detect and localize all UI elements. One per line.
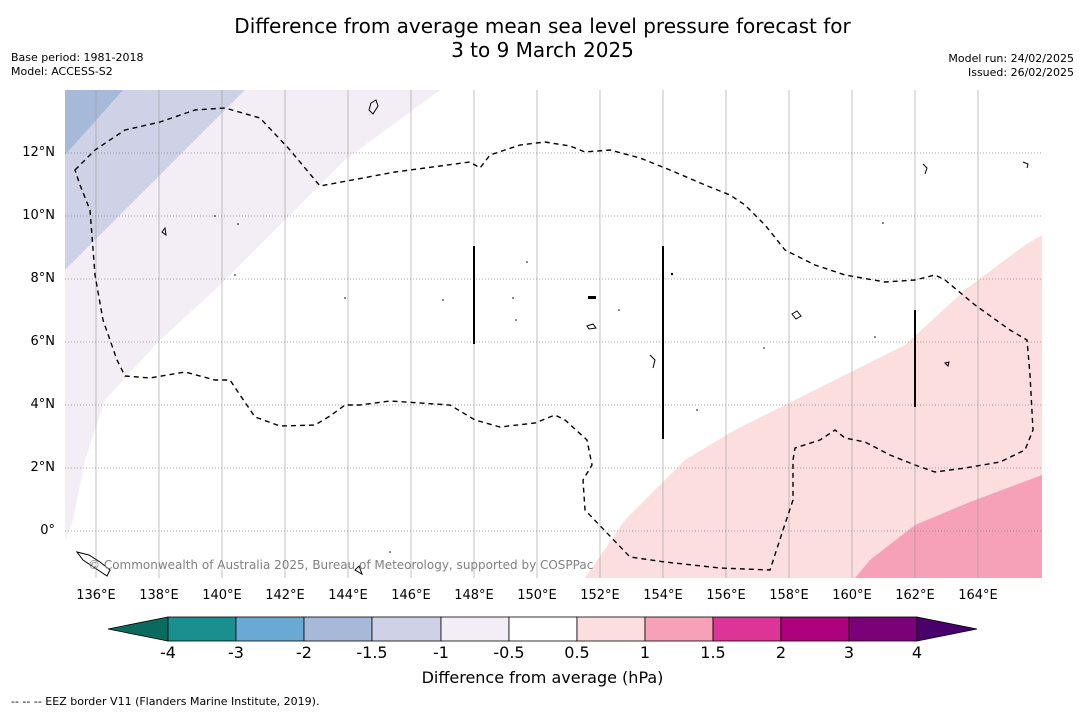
colorbar-segment-6 (508, 616, 578, 642)
model-info: Base period: 1981-2018 Model: ACCESS-S2 (11, 51, 143, 79)
title-line-1: Difference from average mean sea level p… (234, 14, 851, 38)
colorbar-segment-2 (235, 616, 305, 642)
colorbar-tick-11: 3 (843, 643, 855, 662)
lon-label-154e: 154°E (643, 588, 683, 603)
colorbar-tick-3: -2 (296, 643, 312, 662)
title-line-2: 3 to 9 March 2025 (451, 38, 634, 62)
map-canvas (65, 90, 1042, 578)
lat-label-2n: 2°N (30, 460, 56, 475)
islands (75, 99, 1029, 577)
colorbar-tick-7: 0.5 (564, 643, 590, 662)
colorbar-tick-6: -0.5 (493, 643, 525, 662)
run-info: Model run: 24/02/2025 Issued: 26/02/2025 (948, 52, 1074, 80)
colorbar-segment-11 (848, 616, 918, 642)
eez-border (74, 107, 1034, 571)
colorbar-title: Difference from average (hPa) (421, 668, 664, 687)
colorbar-tick-8: 1 (639, 643, 651, 662)
lat-label-10n: 10°N (22, 208, 55, 223)
lon-label-164e: 164°E (958, 588, 998, 603)
islets (214, 215, 884, 553)
colorbar-segment-9 (712, 616, 782, 642)
lon-label-136e: 136°E (76, 588, 116, 603)
colorbar-segment-4 (371, 616, 442, 642)
band-0.5-to-1 (585, 235, 1042, 578)
model-run-date: Model run: 24/02/2025 (948, 52, 1074, 65)
lon-label-162e: 162°E (895, 588, 935, 603)
lon-label-140e: 140°E (202, 588, 242, 603)
colorbar-tick-5: -1 (433, 643, 449, 662)
colorbar-tick-4: -1.5 (356, 643, 388, 662)
band-minus-1.5-to-minus-1 (65, 90, 245, 270)
lat-label-4n: 4°N (30, 397, 56, 412)
lat-label-0: 0° (40, 523, 55, 538)
colorbar-tick-10: 2 (775, 643, 787, 662)
colorbar-segment-7 (576, 616, 646, 642)
map-title: Difference from average mean sea level p… (0, 14, 1085, 62)
lon-label-146e: 146°E (391, 588, 431, 603)
colorbar-tick-12: 4 (911, 643, 923, 662)
colorbar-tick-2: -3 (228, 643, 244, 662)
lon-label-138e: 138°E (139, 588, 179, 603)
colorbar-tick-9: 1.5 (700, 643, 726, 662)
colorbar-over-arrow (916, 616, 978, 642)
lat-label-6n: 6°N (30, 334, 56, 349)
lon-label-144e: 144°E (328, 588, 368, 603)
meridians (95, 90, 979, 578)
lon-label-160e: 160°E (832, 588, 872, 603)
issued-date: Issued: 26/02/2025 (967, 66, 1074, 79)
lat-label-12n: 12°N (22, 145, 55, 160)
map-panel (65, 90, 1042, 578)
colorbar-tick-1: -4 (160, 643, 176, 662)
colorbar-segment-10 (780, 616, 850, 642)
eez-footnote: -- -- -- EEZ border V11 (Flanders Marine… (11, 695, 320, 708)
band-1-to-1.5 (855, 475, 1042, 578)
copyright-notice: © Commonwealth of Australia 2025, Bureau… (88, 558, 594, 572)
lon-label-150e: 150°E (517, 588, 557, 603)
colorbar-segment-5 (440, 616, 510, 642)
parallels (65, 152, 1042, 532)
lon-label-152e: 152°E (580, 588, 620, 603)
colorbar-segment-1 (167, 616, 237, 642)
band-minus-2-to-minus-1.5 (65, 90, 123, 155)
lon-label-142e: 142°E (265, 588, 305, 603)
lon-label-158e: 158°E (769, 588, 809, 603)
base-period: Base period: 1981-2018 (11, 51, 144, 64)
lon-label-148e: 148°E (454, 588, 494, 603)
colorbar-segment-8 (644, 616, 714, 642)
model-name: Model: ACCESS-S2 (11, 65, 113, 78)
colorbar-under-arrow (107, 616, 169, 642)
colorbar-segment-3 (303, 616, 373, 642)
lat-label-8n: 8°N (30, 271, 56, 286)
lon-label-156e: 156°E (706, 588, 746, 603)
solid-lines (473, 246, 916, 439)
